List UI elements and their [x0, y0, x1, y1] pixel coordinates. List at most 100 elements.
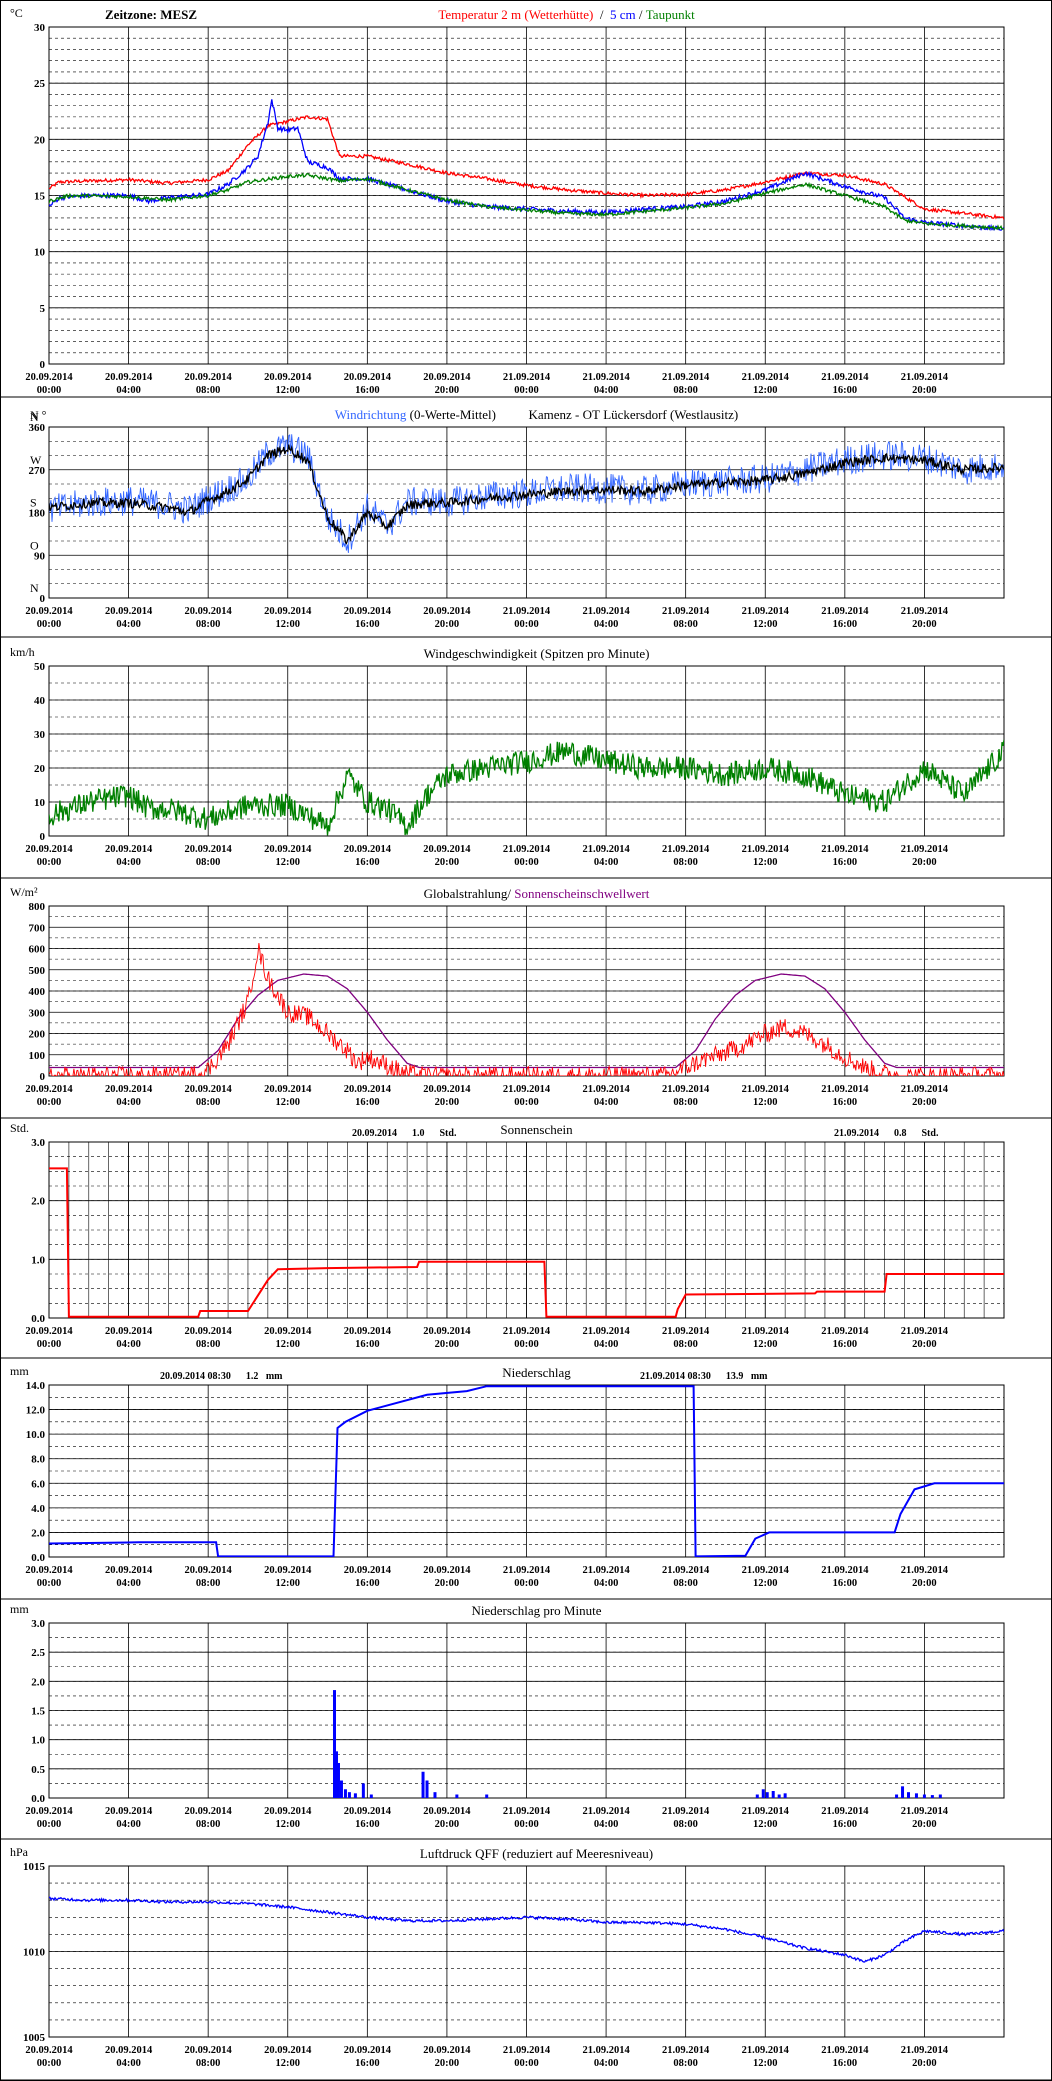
x-tick-date: 20.09.2014	[185, 844, 233, 855]
title-part: (0-Werte-Mittel)	[406, 407, 496, 422]
x-tick-date: 21.09.2014	[662, 1326, 710, 1337]
y-tick-label: 0	[40, 593, 46, 605]
panel-title: Niederschlag pro Minute	[472, 1603, 602, 1618]
title-part: Niederschlag pro Minute	[472, 1603, 602, 1618]
panel-title: Luftdruck QFF (reduziert auf Meeresnivea…	[420, 1846, 653, 1861]
y-tick-label: 20	[34, 763, 46, 775]
x-tick-time: 08:00	[196, 1578, 221, 1589]
x-tick-time: 12:00	[276, 857, 301, 868]
x-tick-date: 20.09.2014	[185, 1084, 233, 1095]
x-tick-time: 16:00	[833, 1097, 858, 1108]
x-tick-time: 16:00	[355, 1339, 380, 1350]
x-tick-date: 21.09.2014	[503, 372, 551, 383]
compass-label: W	[30, 453, 42, 467]
precip-bar	[895, 1794, 899, 1798]
y-tick-label: 1.0	[31, 1254, 45, 1266]
x-tick-time: 04:00	[594, 1578, 619, 1589]
x-tick-time: 00:00	[37, 1578, 62, 1589]
x-tick-date: 21.09.2014	[662, 1806, 710, 1817]
x-tick-time: 00:00	[514, 385, 539, 396]
series-line	[49, 1167, 1004, 1318]
title-part: Sonnenschein	[500, 1122, 573, 1137]
panel-wind_speed: 0 10 20 30 40 50 km/h Windgeschwindigkeit (Spit…	[0, 645, 1052, 879]
title-part: Luftdruck QFF (reduziert auf Meeresnivea…	[420, 1846, 653, 1861]
series-line	[49, 434, 1004, 553]
x-tick-date: 21.09.2014	[901, 1326, 949, 1337]
x-tick-date: 20.09.2014	[185, 1565, 233, 1576]
precip-bar	[930, 1795, 934, 1798]
x-tick-date: 21.09.2014	[503, 1806, 551, 1817]
y-tick-label: 15	[34, 191, 46, 203]
x-tick-time: 04:00	[594, 619, 619, 630]
x-tick-date: 20.09.2014	[423, 606, 471, 617]
x-tick-date: 20.09.2014	[264, 1326, 312, 1337]
y-tick-label: 1.0	[31, 1735, 45, 1747]
y-tick-label: 40	[34, 695, 46, 707]
x-tick-date: 21.09.2014	[582, 1806, 630, 1817]
x-tick-date: 21.09.2014	[742, 372, 790, 383]
precip-bar	[353, 1793, 357, 1798]
unit-label: Std.	[10, 1121, 29, 1135]
precip-bar	[455, 1794, 459, 1798]
y-tick-label: 500	[29, 965, 46, 977]
x-tick-time: 16:00	[833, 385, 858, 396]
y-tick-label: 0.5	[31, 1764, 45, 1776]
x-tick-time: 08:00	[196, 619, 221, 630]
x-tick-time: 08:00	[673, 385, 698, 396]
x-tick-time: 08:00	[673, 1097, 698, 1108]
y-tick-label: 300	[29, 1007, 46, 1019]
x-tick-time: 20:00	[912, 1097, 937, 1108]
y-tick-label: 360	[29, 422, 46, 434]
unit-label: hPa	[10, 1845, 29, 1859]
series-line	[49, 973, 1004, 1069]
x-tick-time: 16:00	[355, 1097, 380, 1108]
x-tick-date: 20.09.2014	[105, 1084, 153, 1095]
y-tick-label: 0.0	[31, 1313, 45, 1325]
precip-bar	[755, 1794, 759, 1798]
panel-title: Niederschlag	[502, 1365, 571, 1380]
x-tick-date: 20.09.2014	[423, 372, 471, 383]
x-tick-time: 08:00	[673, 619, 698, 630]
precip-bar	[761, 1789, 765, 1798]
compass-label: S	[30, 496, 37, 510]
y-tick-label: 25	[34, 78, 46, 90]
x-tick-date: 20.09.2014	[25, 606, 73, 617]
x-tick-date: 21.09.2014	[821, 844, 869, 855]
title-part: Temperatur 2 m (Wetterhütte)	[438, 7, 593, 22]
x-tick-time: 20:00	[435, 385, 460, 396]
x-tick-date: 21.09.2014	[901, 372, 949, 383]
y-tick-label: 30	[34, 729, 46, 741]
x-tick-date: 21.09.2014	[503, 844, 551, 855]
x-tick-date: 21.09.2014	[742, 1084, 790, 1095]
precip-bar	[777, 1794, 781, 1798]
x-tick-time: 16:00	[833, 857, 858, 868]
x-tick-date: 20.09.2014	[264, 844, 312, 855]
x-tick-date: 20.09.2014	[423, 2045, 471, 2056]
title-part: 5 cm	[610, 7, 636, 22]
compass-label: O	[30, 538, 39, 552]
title-part: /	[593, 7, 610, 22]
x-tick-date: 21.09.2014	[901, 1084, 949, 1095]
panel-annotation: 21.09.2014 0.8 Std.	[834, 1128, 939, 1139]
panel-temperature: 0 5 10 15 20 25 30 °C Zeitzone: MESZ Temperatur 2…	[0, 6, 1052, 398]
x-tick-time: 08:00	[673, 1819, 698, 1830]
x-tick-date: 21.09.2014	[901, 844, 949, 855]
x-tick-time: 20:00	[435, 1097, 460, 1108]
x-tick-time: 20:00	[912, 2058, 937, 2069]
y-tick-label: 270	[29, 465, 46, 477]
precip-bar	[339, 1780, 343, 1798]
x-tick-date: 20.09.2014	[344, 2045, 392, 2056]
x-tick-date: 21.09.2014	[503, 2045, 551, 2056]
x-tick-time: 04:00	[594, 1339, 619, 1350]
precip-bar	[485, 1794, 489, 1798]
y-tick-label: 1.5	[31, 1706, 45, 1718]
x-tick-date: 21.09.2014	[503, 1084, 551, 1095]
x-tick-date: 20.09.2014	[344, 1565, 392, 1576]
x-tick-date: 21.09.2014	[582, 606, 630, 617]
x-tick-date: 21.09.2014	[582, 1565, 630, 1576]
precip-bar	[901, 1786, 905, 1798]
panel-title: Sonnenschein	[500, 1122, 573, 1137]
panel-precip_per_minute: 0.0 0.5 1.0 1.5 2.0 2.5 3.0mm Niederschlag pro …	[0, 1602, 1052, 1840]
x-tick-date: 20.09.2014	[344, 1806, 392, 1817]
x-tick-date: 20.09.2014	[105, 1326, 153, 1337]
